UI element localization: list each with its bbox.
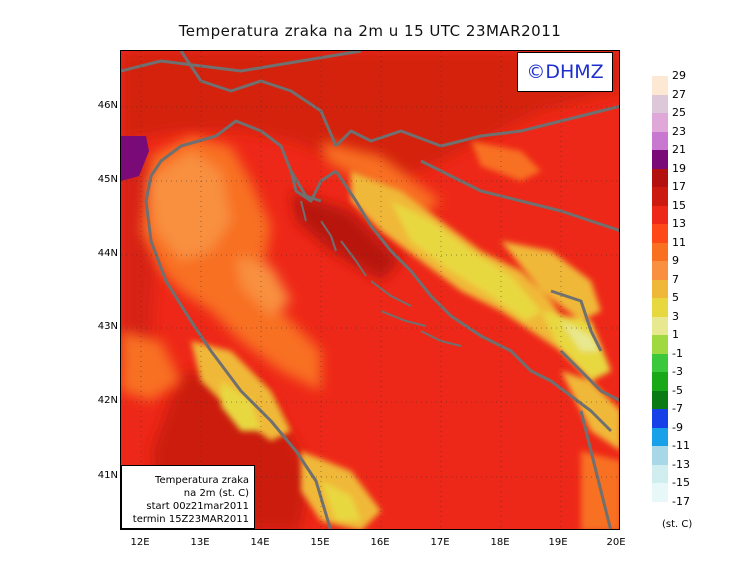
legend-label: 23 <box>672 124 686 138</box>
legend-label: -9 <box>672 420 683 434</box>
legend-label: -5 <box>672 383 683 397</box>
legend-swatch <box>652 279 668 299</box>
legend-label: 27 <box>672 87 686 101</box>
lon-label-20e: 20E <box>606 537 626 548</box>
temperature-map <box>120 50 620 530</box>
info-line-units: na 2m (st. C) <box>183 488 249 499</box>
legend-swatch <box>652 131 668 151</box>
legend-label: 13 <box>672 217 686 230</box>
legend-swatch <box>652 353 668 373</box>
coastlines <box>121 51 619 529</box>
info-line-valid: termin 15Z23MAR2011 <box>132 514 249 525</box>
legend-label: 1 <box>672 328 679 341</box>
legend-label: -7 <box>672 402 683 415</box>
lon-label-15e: 15E <box>310 537 330 548</box>
lon-label-18e: 18E <box>490 537 510 548</box>
legend-label: 15 <box>672 198 686 212</box>
legend-swatch <box>652 316 668 336</box>
info-line-variable: Temperatura zraka <box>155 475 249 486</box>
lon-label-17e: 17E <box>430 537 450 548</box>
lon-label-14e: 14E <box>250 537 270 548</box>
legend-swatch <box>652 464 668 484</box>
legend-swatch <box>652 187 668 206</box>
legend-swatch <box>652 113 668 132</box>
legend-swatch <box>652 446 668 465</box>
legend-swatch <box>652 483 668 502</box>
run-info-box: Temperatura zraka na 2m (st. C) start 00… <box>121 465 255 529</box>
lat-label-43n: 43N <box>97 321 118 332</box>
lon-label-12e: 12E <box>130 537 150 548</box>
lat-label-45n: 45N <box>97 174 118 185</box>
legend-swatch <box>652 150 668 169</box>
legend-swatch <box>652 94 668 114</box>
lon-label-19e: 19E <box>548 537 568 548</box>
legend-swatch <box>652 224 668 243</box>
legend-swatch <box>652 409 668 428</box>
legend-label: 11 <box>672 235 686 249</box>
legend-label: -15 <box>672 476 690 489</box>
info-line-start: start 00z21mar2011 <box>146 501 249 512</box>
legend-label: -11 <box>672 439 690 452</box>
legend-swatch <box>652 335 668 354</box>
lat-label-41n: 41N <box>97 470 118 481</box>
legend-swatch <box>652 427 668 447</box>
legend-swatch <box>652 168 668 188</box>
legend-label: 5 <box>672 291 679 304</box>
legend-label: -1 <box>672 346 683 360</box>
legend-label: 29 <box>672 69 686 82</box>
legend-swatch <box>652 372 668 391</box>
graticule <box>121 51 619 529</box>
legend-swatch <box>652 261 668 280</box>
legend-label: 17 <box>672 180 686 193</box>
legend-label: 7 <box>672 272 679 286</box>
legend-label: -13 <box>672 457 690 471</box>
lat-label-46n: 46N <box>97 100 118 111</box>
legend-swatch <box>652 298 668 317</box>
map-canvas <box>121 51 619 529</box>
legend-swatch <box>652 205 668 225</box>
legend-swatch <box>652 242 668 262</box>
legend-label: 3 <box>672 309 679 323</box>
lon-label-13e: 13E <box>190 537 210 548</box>
hot-spot <box>121 136 149 181</box>
legend-label: 25 <box>672 106 686 119</box>
legend-label: -17 <box>672 494 690 508</box>
legend-label: 19 <box>672 161 686 175</box>
map-title: Temperatura zraka na 2m u 15 UTC 23MAR20… <box>178 22 562 40</box>
legend-unit: (st. C) <box>662 519 693 530</box>
legend-label: 21 <box>672 143 686 156</box>
lat-label-44n: 44N <box>97 248 118 259</box>
lat-label-42n: 42N <box>97 395 118 406</box>
legend-swatch <box>652 76 668 95</box>
lon-label-16e: 16E <box>370 537 390 548</box>
mild-zones <box>121 136 441 401</box>
legend-swatch <box>652 390 668 410</box>
legend-label: 9 <box>672 254 679 267</box>
dhmz-logo: ©DHMZ <box>517 52 613 92</box>
legend-label: -3 <box>672 365 683 378</box>
